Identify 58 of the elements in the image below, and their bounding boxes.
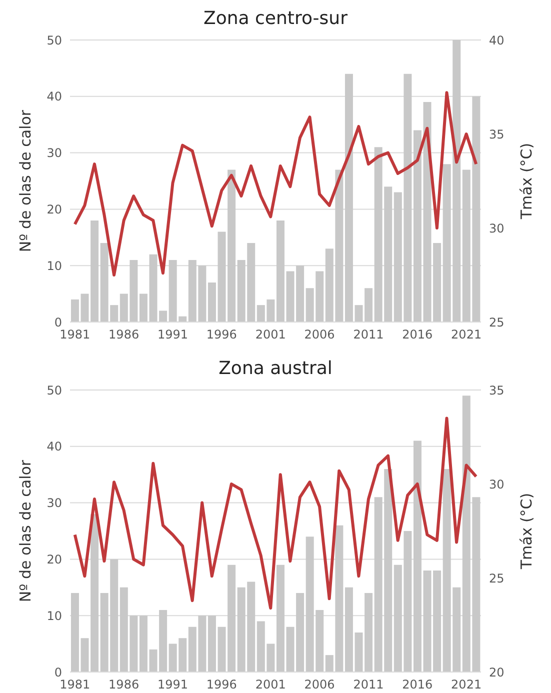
- bar: [276, 220, 284, 322]
- y-tick-label: 30: [46, 496, 62, 510]
- x-tick-label: 1996: [206, 678, 237, 692]
- bar: [208, 616, 216, 672]
- x-tick-label: 2021: [451, 328, 482, 342]
- y2-tick-label: 35: [489, 127, 504, 142]
- x-tick-label: 2011: [353, 328, 384, 342]
- bar: [276, 564, 284, 672]
- x-tick-label: 2021: [451, 678, 482, 692]
- bar: [413, 130, 422, 322]
- bar: [413, 440, 422, 672]
- y-tick-label: 0: [54, 665, 62, 680]
- y2-tick-label: 25: [489, 571, 504, 586]
- x-tick-label: 2006: [304, 678, 335, 692]
- y-tick-label: 30: [46, 146, 62, 160]
- x-tick-label: 2001: [255, 678, 286, 692]
- y2-tick-label: 25: [489, 315, 504, 330]
- y2-tick-label: 20: [489, 665, 504, 680]
- x-tick-label: 2001: [255, 328, 286, 342]
- y2-tick-label: 30: [489, 221, 504, 236]
- bar: [70, 299, 79, 322]
- y-tick-label: 50: [46, 383, 62, 398]
- bar: [139, 616, 148, 672]
- y-tick-label: 40: [46, 440, 62, 454]
- bar: [344, 587, 353, 672]
- x-tick-label: 1986: [108, 328, 140, 342]
- bar: [139, 294, 148, 322]
- y-tick-label: 50: [46, 33, 62, 48]
- y2-axis-title: Tmáx (°C): [517, 492, 536, 570]
- x-tick-label: 1981: [60, 328, 90, 342]
- y2-tick-label: 35: [489, 383, 504, 398]
- y-tick-label: 10: [46, 258, 62, 273]
- chart-title: Zona austral: [218, 358, 334, 381]
- x-tick-label: 2016: [402, 678, 433, 692]
- x-tick-label: 1996: [206, 328, 237, 342]
- x-tick-label: 2011: [353, 678, 384, 692]
- bar: [70, 593, 79, 672]
- chart-title: Zona centro-sur: [202, 8, 348, 31]
- line-series: [73, 91, 478, 276]
- y2-tick-label: 30: [489, 477, 504, 492]
- y-tick-label: 40: [46, 90, 62, 104]
- x-tick-label: 1986: [108, 678, 140, 692]
- line-series: [73, 416, 478, 610]
- y-tick-label: 20: [46, 552, 62, 566]
- y-tick-label: 20: [46, 202, 62, 216]
- bar: [208, 282, 216, 322]
- y-axis-title: Nº de olas de calor: [16, 459, 34, 602]
- y2-axis-title: Tmáx (°C): [517, 142, 536, 220]
- y-axis-title: Nº de olas de calor: [16, 109, 34, 252]
- x-tick-label: 2006: [304, 328, 335, 342]
- y-tick-label: 0: [54, 315, 62, 330]
- x-tick-label: 1981: [60, 678, 90, 692]
- y2-tick-label: 40: [489, 33, 504, 48]
- x-tick-label: 1991: [157, 328, 188, 342]
- bar: [344, 74, 353, 322]
- x-tick-label: 2016: [402, 328, 433, 342]
- x-tick-label: 1991: [157, 678, 188, 692]
- y-tick-label: 10: [46, 608, 62, 623]
